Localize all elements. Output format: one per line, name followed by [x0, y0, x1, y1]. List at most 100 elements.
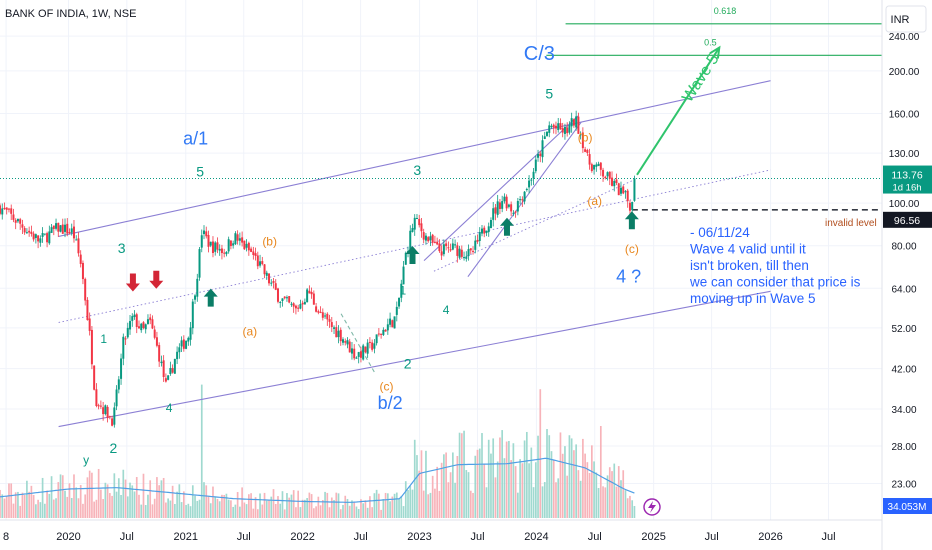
volume-bar[interactable]	[418, 470, 421, 518]
candle-body[interactable]	[377, 333, 380, 335]
candle-body[interactable]	[19, 219, 22, 224]
candle-body[interactable]	[393, 316, 396, 329]
candle-body[interactable]	[247, 242, 250, 251]
volume-bar[interactable]	[597, 487, 600, 518]
candle-body[interactable]	[182, 339, 185, 349]
volume-bar[interactable]	[561, 453, 564, 518]
volume-bar[interactable]	[66, 496, 69, 518]
volume-bar[interactable]	[523, 440, 526, 518]
volume-bar[interactable]	[295, 507, 297, 518]
volume-bar[interactable]	[286, 493, 288, 518]
volume-bar[interactable]	[313, 508, 315, 518]
volume-bar[interactable]	[86, 477, 89, 518]
candle-body[interactable]	[39, 238, 42, 243]
volume-bar[interactable]	[429, 492, 432, 518]
volume-bar[interactable]	[256, 509, 259, 518]
candle-body[interactable]	[424, 235, 427, 241]
volume-bar[interactable]	[615, 486, 618, 518]
volume-bar[interactable]	[606, 475, 609, 518]
volume-bar[interactable]	[115, 491, 118, 518]
candle-body[interactable]	[299, 304, 302, 309]
volume-bar[interactable]	[339, 509, 342, 518]
volume-bar[interactable]	[191, 485, 194, 518]
candle-body[interactable]	[59, 225, 62, 232]
volume-bar[interactable]	[420, 450, 423, 518]
volume-bar[interactable]	[402, 506, 405, 518]
candle-body[interactable]	[259, 261, 262, 266]
candle-body[interactable]	[563, 127, 566, 134]
candle-body[interactable]	[216, 242, 219, 250]
candle-body[interactable]	[7, 208, 10, 210]
volume-bar[interactable]	[93, 501, 95, 518]
candle-body[interactable]	[68, 232, 71, 234]
candle-body[interactable]	[469, 248, 472, 251]
candle-body[interactable]	[12, 214, 15, 220]
volume-bar[interactable]	[362, 503, 365, 518]
volume-bar[interactable]	[77, 498, 80, 518]
volume-bar[interactable]	[602, 486, 604, 518]
volume-bar[interactable]	[95, 499, 98, 518]
candle-body[interactable]	[521, 199, 524, 201]
candle-body[interactable]	[129, 321, 132, 330]
volume-bar[interactable]	[182, 491, 185, 518]
volume-bar[interactable]	[391, 496, 394, 518]
currency-button[interactable]: INR	[885, 5, 927, 33]
candle-body[interactable]	[492, 208, 495, 220]
volume-bar[interactable]	[449, 472, 452, 518]
channel-line-w4[interactable]	[433, 179, 635, 272]
candle-body[interactable]	[615, 179, 618, 184]
candle-body[interactable]	[236, 234, 239, 241]
candle-body[interactable]	[218, 248, 221, 251]
candle-body[interactable]	[115, 389, 118, 407]
candle-body[interactable]	[146, 319, 149, 324]
volume-bar[interactable]	[463, 430, 465, 518]
volume-bar[interactable]	[631, 500, 634, 518]
candle-body[interactable]	[342, 339, 344, 343]
candle-body[interactable]	[516, 201, 519, 212]
candle-body[interactable]	[584, 149, 587, 152]
candle-body[interactable]	[411, 227, 414, 232]
candle-body[interactable]	[380, 333, 383, 335]
candle-body[interactable]	[23, 228, 26, 233]
volume-bar[interactable]	[337, 493, 340, 518]
candle-body[interactable]	[288, 296, 291, 303]
volume-bar[interactable]	[223, 494, 226, 518]
volume-bar[interactable]	[207, 496, 210, 518]
volume-bar[interactable]	[64, 490, 66, 518]
volume-bar[interactable]	[100, 489, 102, 518]
candle-body[interactable]	[353, 348, 356, 359]
volume-bar[interactable]	[375, 489, 378, 518]
candle-body[interactable]	[391, 320, 394, 328]
volume-bar[interactable]	[236, 492, 239, 518]
candle-body[interactable]	[622, 186, 625, 194]
volume-bar[interactable]	[198, 499, 201, 518]
candle-body[interactable]	[324, 315, 327, 317]
volume-bar[interactable]	[263, 492, 266, 518]
candle-body[interactable]	[37, 235, 40, 242]
volume-bar[interactable]	[472, 492, 474, 518]
volume-bar[interactable]	[373, 493, 376, 518]
candle-body[interactable]	[624, 191, 627, 193]
candle-body[interactable]	[355, 357, 358, 359]
volume-bar[interactable]	[436, 466, 438, 518]
volume-bar[interactable]	[131, 485, 134, 518]
candle-body[interactable]	[158, 345, 161, 362]
candle-body[interactable]	[131, 316, 134, 321]
volume-bar[interactable]	[353, 502, 356, 518]
candle-body[interactable]	[0, 205, 1, 214]
candle-body[interactable]	[194, 295, 197, 300]
volume-bar[interactable]	[277, 496, 279, 518]
candle-body[interactable]	[84, 278, 87, 301]
candle-body[interactable]	[489, 220, 492, 229]
volume-bar[interactable]	[91, 472, 93, 518]
volume-bar[interactable]	[216, 498, 219, 518]
candle-body[interactable]	[162, 360, 165, 378]
volume-bar[interactable]	[129, 482, 131, 518]
candle-body[interactable]	[189, 327, 192, 340]
candle-body[interactable]	[467, 249, 470, 257]
candle-body[interactable]	[501, 201, 504, 209]
volume-bar[interactable]	[144, 505, 147, 518]
candle-body[interactable]	[111, 418, 114, 426]
currency-button-box[interactable]	[885, 5, 927, 33]
